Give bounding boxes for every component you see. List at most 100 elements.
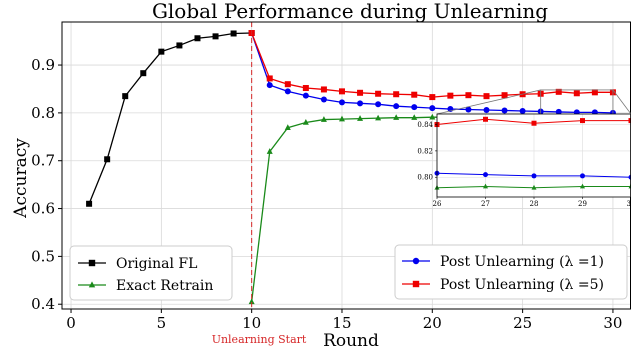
legend-marker bbox=[88, 259, 96, 267]
legend-label: Exact Retrain bbox=[116, 278, 213, 294]
data-point bbox=[266, 75, 273, 82]
data-point bbox=[375, 114, 382, 121]
data-point bbox=[302, 85, 309, 92]
data-point bbox=[393, 103, 400, 110]
data-point bbox=[158, 48, 165, 55]
data-point bbox=[302, 92, 309, 99]
data-point bbox=[393, 114, 400, 120]
data-point bbox=[104, 156, 111, 163]
legend-left-box bbox=[69, 245, 233, 301]
data-point bbox=[501, 107, 508, 114]
data-point bbox=[465, 106, 472, 113]
data-point bbox=[375, 90, 382, 97]
x-axis-label: Round bbox=[323, 331, 379, 351]
data-point bbox=[140, 70, 147, 77]
data-point bbox=[176, 42, 183, 49]
data-point bbox=[338, 88, 345, 95]
zoom-connector bbox=[436, 89, 541, 115]
data-point bbox=[573, 90, 580, 97]
x-tick-label: 5 bbox=[157, 314, 167, 332]
inset-data-point bbox=[531, 173, 537, 179]
data-point bbox=[122, 93, 129, 100]
inset-y-tick-label: 0.80 bbox=[417, 174, 433, 182]
inset-data-point bbox=[483, 116, 488, 122]
y-tick-label: 0.7 bbox=[31, 152, 55, 170]
y-tick-label: 0.4 bbox=[31, 295, 55, 313]
zoom-connectors bbox=[436, 89, 631, 121]
data-point bbox=[411, 91, 418, 98]
inset-y-tick-label: 0.84 bbox=[417, 121, 433, 129]
data-point bbox=[357, 89, 364, 96]
series-0 bbox=[86, 30, 255, 207]
inset-y-tick-label: 0.82 bbox=[417, 147, 433, 155]
unlearning-start-label: Unlearning Start bbox=[212, 333, 307, 346]
inset-data-point bbox=[628, 118, 631, 124]
data-point bbox=[447, 92, 454, 99]
inset-data-point bbox=[531, 120, 537, 126]
data-point bbox=[212, 33, 219, 40]
y-tick-label: 0.8 bbox=[31, 104, 55, 122]
zoom-connector bbox=[612, 89, 631, 115]
inset-series-2 bbox=[434, 170, 631, 180]
data-point bbox=[555, 88, 562, 95]
data-point bbox=[429, 113, 436, 120]
data-point bbox=[338, 99, 345, 106]
inset-series-1 bbox=[434, 183, 631, 190]
y-axis-label: Accuracy bbox=[11, 138, 31, 219]
x-tick-label: 30 bbox=[603, 314, 622, 332]
data-point bbox=[483, 107, 490, 114]
data-point bbox=[338, 115, 345, 122]
data-point bbox=[429, 105, 436, 112]
x-tick-label: 0 bbox=[66, 314, 76, 332]
legend-right-box bbox=[394, 244, 628, 300]
data-point bbox=[357, 100, 364, 107]
data-point bbox=[266, 148, 273, 154]
inset-x-tick-label: 27 bbox=[481, 200, 490, 208]
data-point bbox=[429, 94, 436, 101]
y-tick-label: 0.5 bbox=[31, 247, 55, 265]
legend-label: Post Unlearning (λ =5) bbox=[440, 277, 604, 293]
legend-label: Post Unlearning (λ =1) bbox=[440, 254, 604, 270]
data-point bbox=[266, 82, 273, 89]
data-point bbox=[320, 96, 327, 103]
data-point bbox=[465, 92, 472, 99]
data-point bbox=[411, 104, 418, 111]
data-point bbox=[320, 86, 327, 93]
inset-data-point bbox=[483, 172, 488, 178]
data-point bbox=[284, 124, 291, 130]
legend-right: Post Unlearning (λ =1) Post Unlearning (λ… bbox=[394, 244, 628, 300]
data-point bbox=[320, 116, 327, 122]
legend-marker bbox=[412, 280, 420, 288]
series-line bbox=[88, 32, 252, 205]
x-tick-label: 20 bbox=[423, 314, 442, 332]
data-point bbox=[284, 88, 291, 95]
legend-left: Original FL Exact Retrain bbox=[69, 245, 233, 301]
data-point bbox=[519, 107, 526, 114]
inset-data-point bbox=[483, 183, 488, 189]
data-point bbox=[248, 298, 255, 305]
data-point bbox=[302, 119, 309, 125]
legend-marker bbox=[88, 281, 96, 288]
data-point bbox=[591, 89, 598, 96]
inset-data-point bbox=[580, 183, 585, 189]
data-point bbox=[393, 91, 400, 98]
inset-x-tick-label: 30 bbox=[627, 200, 631, 208]
inset-data-point bbox=[531, 184, 537, 190]
x-tick-label: 10 bbox=[242, 314, 261, 332]
inset-x-tick-label: 29 bbox=[578, 200, 587, 208]
data-point bbox=[501, 92, 508, 99]
data-point bbox=[194, 35, 201, 42]
inset-x-tick-label: 26 bbox=[433, 200, 442, 208]
inset-series bbox=[434, 116, 631, 190]
data-point bbox=[375, 101, 382, 108]
data-point bbox=[86, 200, 93, 207]
y-tick-label: 0.9 bbox=[31, 56, 55, 74]
data-point bbox=[357, 115, 364, 121]
inset-data-point bbox=[580, 173, 585, 179]
legend-marker bbox=[412, 257, 420, 265]
chart-title: Global Performance during Unlearning bbox=[152, 0, 548, 23]
inset-plot: 26 27 28 29 30 0.80 0.82 0.84 bbox=[417, 113, 631, 208]
legend-label: Original FL bbox=[116, 256, 197, 272]
inset-x-tick-label: 28 bbox=[530, 200, 539, 208]
